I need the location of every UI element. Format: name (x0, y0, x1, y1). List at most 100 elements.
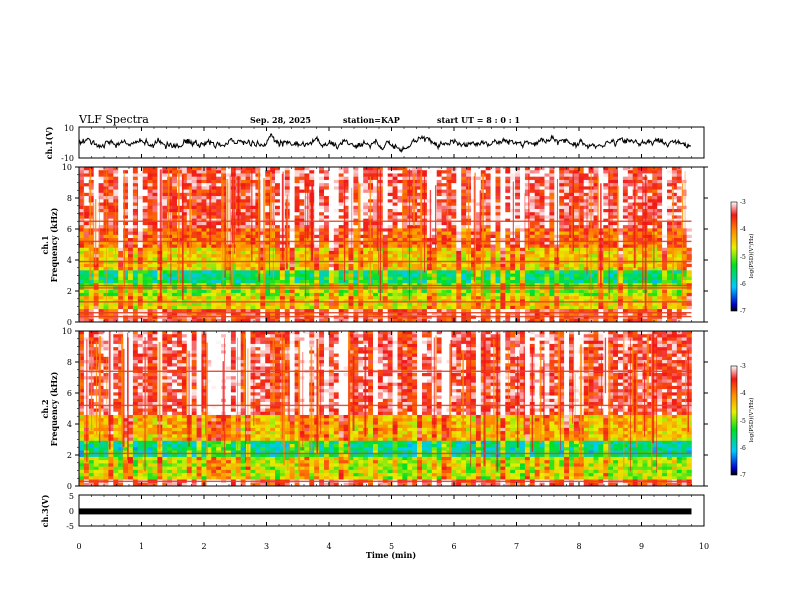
spectrogram-cell (534, 276, 540, 281)
spectrogram-cell (652, 263, 658, 268)
spectrogram-cell (608, 234, 614, 239)
spectrogram-cell (270, 250, 276, 255)
spectrogram-cell (211, 247, 217, 252)
spectrogram-cell (172, 270, 178, 274)
spectrogram-cell (304, 179, 310, 184)
spectrogram-cell (524, 250, 531, 255)
spectrogram-cell (294, 205, 300, 210)
spectrogram-cell (407, 173, 413, 177)
ch1-waveform-panel: 10 -10 ch.1(V) (44, 124, 705, 163)
spectrogram-cell (559, 241, 565, 245)
spectrogram-cell (211, 199, 217, 203)
spectrogram-cell (132, 205, 139, 210)
spectrogram-cell (515, 179, 521, 184)
spectrogram-cell (304, 244, 310, 249)
spectrogram-cell (132, 247, 139, 252)
spectrogram-cell (245, 234, 251, 239)
spectrogram-cell (270, 238, 276, 242)
spectrogram-cell (500, 280, 506, 284)
spectrogram-cell (627, 176, 633, 181)
spectrogram-cell (485, 260, 491, 265)
spectrogram-cell (103, 241, 109, 245)
spectrogram-cell (456, 273, 462, 278)
spectrogram-cell (618, 260, 624, 265)
spectrogram-cell (510, 238, 516, 242)
spectrogram-cell (618, 196, 624, 200)
spectrogram-cell (539, 183, 545, 187)
spectrogram-cell (573, 208, 580, 213)
spectrogram-cell (667, 208, 673, 213)
spectrogram-cell (255, 254, 261, 258)
spectrogram-cell (265, 221, 271, 226)
spectrogram-cell (686, 231, 692, 236)
spectrogram-cell (299, 221, 305, 226)
spectrogram-cell (304, 199, 310, 203)
spectrogram-cell (226, 179, 232, 184)
spectrogram-cell (608, 241, 614, 245)
spectrogram-cell (260, 192, 266, 197)
spectrogram-cell (652, 199, 658, 203)
spectrogram-cell (118, 212, 124, 216)
spectrogram-cell (270, 176, 276, 181)
spectrogram-cell (676, 199, 682, 203)
spectrogram-cell (333, 238, 339, 242)
spectrogram-cell (671, 205, 678, 210)
spectrogram-cell (505, 225, 511, 229)
spectrogram-cell (235, 238, 241, 242)
spectrogram-cell (613, 176, 619, 181)
spectrogram-cell (627, 234, 633, 239)
spectrogram-cell (211, 267, 217, 271)
spectrogram-cell (382, 192, 388, 197)
spectrogram-cell (451, 244, 457, 249)
spectrogram-cell (343, 289, 349, 294)
spectrogram-cell (172, 189, 178, 194)
spectrogram-cell (431, 244, 437, 249)
spectrogram-cell (466, 289, 472, 294)
spectrogram-cell (456, 205, 462, 210)
spectrogram-cell (260, 176, 266, 181)
spectrogram-cell (549, 186, 555, 190)
spectrogram-cell (676, 263, 682, 268)
spectrogram-cell (686, 263, 692, 268)
spectrogram-cell (172, 280, 178, 284)
spectrogram-cell (441, 170, 447, 174)
spectrogram-cell (348, 205, 354, 210)
spectrogram-cell (500, 173, 506, 177)
spectrogram-cell (485, 221, 491, 226)
spectrogram-cell (240, 176, 246, 181)
spectrogram-cell (618, 176, 624, 181)
spectrogram-cell (461, 196, 467, 200)
spectrogram-cell (353, 267, 359, 271)
spectrogram-cell (245, 263, 251, 268)
spectrogram-cell (152, 199, 158, 203)
spectrogram-cell (559, 247, 565, 252)
spectrogram-cell (260, 231, 266, 236)
spectrogram-cell (407, 276, 413, 281)
spectrogram-cell (524, 196, 531, 200)
spectrogram-cell (622, 292, 629, 297)
spectrogram-cell (137, 199, 143, 203)
spectrogram-cell (544, 276, 550, 281)
spectrogram-cell (603, 231, 609, 236)
spectrogram-cell (343, 202, 349, 207)
spectrogram-cell (534, 199, 540, 203)
spectrogram-cell (461, 289, 467, 294)
spectrogram-cell (324, 186, 330, 190)
spectrogram-cell (137, 208, 143, 213)
spectrogram-cell (240, 167, 246, 171)
spectrogram-cell (211, 276, 217, 281)
spectrogram-cell (118, 199, 124, 203)
spectrogram-cell (549, 215, 555, 219)
spectrogram-cell (162, 186, 168, 190)
spectrogram-cell (279, 270, 286, 274)
spectrogram-cell (123, 276, 129, 281)
spectrogram-cell (632, 267, 638, 271)
spectrogram-cell (681, 199, 687, 203)
spectrogram-cell (186, 263, 192, 268)
spectrogram-cell (397, 176, 403, 181)
spectrogram-cell (358, 205, 364, 210)
spectrogram-cell (181, 289, 188, 294)
spectrogram-cell (363, 183, 369, 187)
spectrogram-cell (500, 247, 506, 252)
spectrogram-cell (505, 212, 511, 216)
